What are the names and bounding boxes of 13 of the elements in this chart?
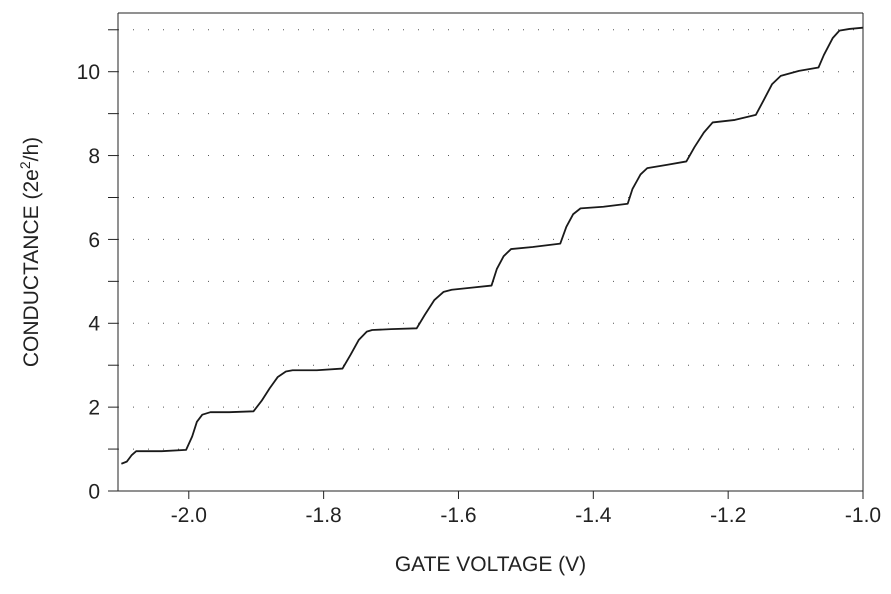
- y-tick-label: 6: [88, 228, 100, 252]
- x-tick-label: -1.2: [710, 504, 746, 527]
- x-tick-label: -1.8: [306, 504, 342, 527]
- y-tick-label: 8: [88, 145, 100, 168]
- x-axis-title: GATE VOLTAGE (V): [394, 553, 586, 576]
- y-tick-label: 0: [88, 480, 100, 504]
- x-tick-label: -1.6: [440, 504, 477, 527]
- x-tick-label: -1.0: [844, 504, 882, 527]
- y-tick-label: 4: [88, 312, 100, 336]
- y-tick-label: 10: [76, 61, 100, 84]
- x-tick-label: -2.0: [170, 504, 207, 527]
- x-tick-label: -1.4: [575, 504, 612, 527]
- y-tick-label: 2: [88, 396, 100, 420]
